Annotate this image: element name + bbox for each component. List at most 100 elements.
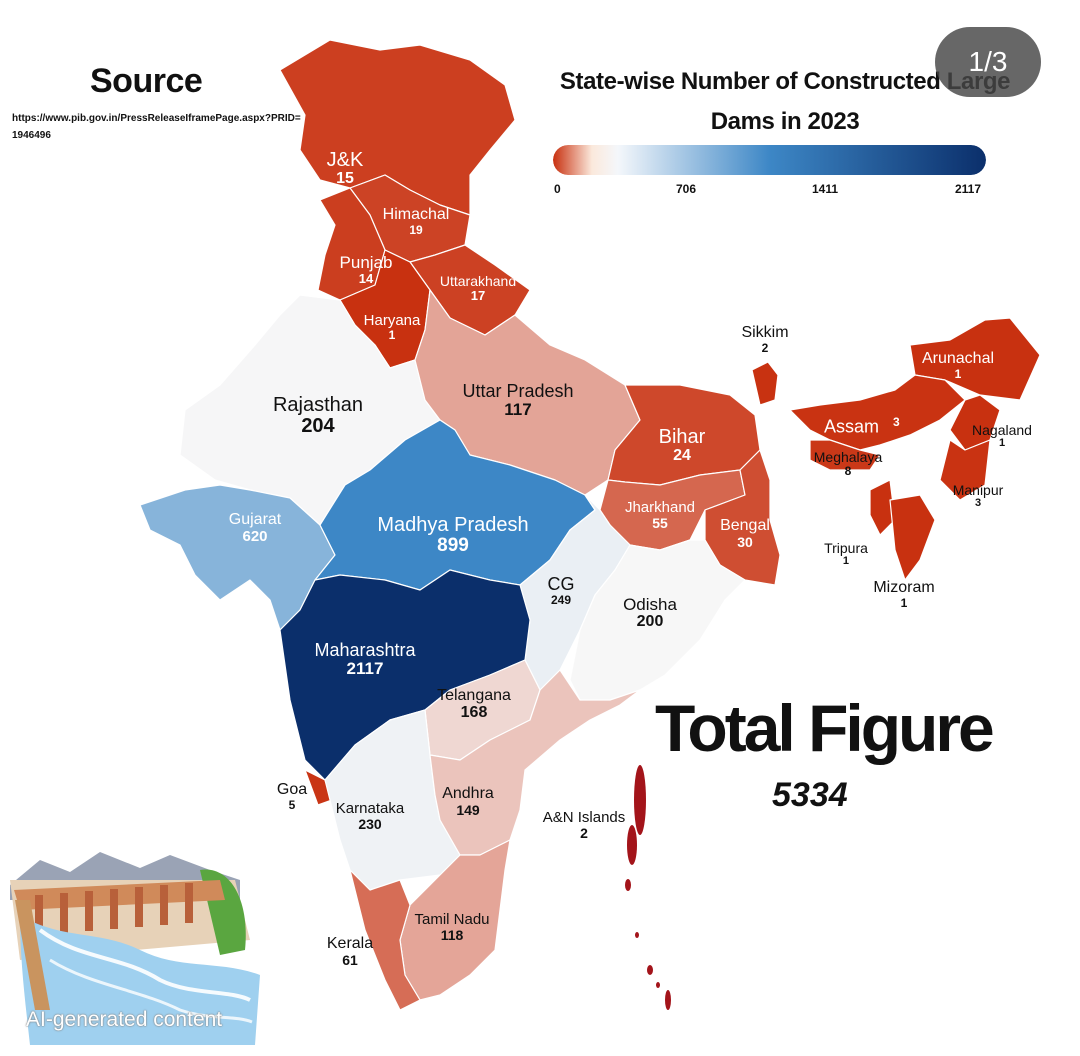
state-value-j-k: 15: [336, 170, 354, 187]
state-name-goa: Goa: [276, 781, 308, 798]
state-name-andhra: Andhra: [442, 785, 494, 802]
legend-tick-3: 1411: [812, 182, 839, 196]
state-value-manipur: 3: [974, 496, 982, 509]
state-name-cg: CG: [547, 574, 575, 594]
state-name-haryana: Haryana: [363, 312, 421, 329]
an-island-5: [656, 982, 660, 988]
state-name-kerala: Kerala: [326, 935, 374, 952]
state-name-nagaland: Nagaland: [972, 422, 1032, 438]
state-bengal[interactable]: [704, 449, 781, 586]
state-name-meghalaya: Meghalaya: [813, 449, 883, 465]
state-meghalaya[interactable]: [809, 439, 881, 471]
state-name-assam: Assam: [824, 416, 880, 437]
label-assam: Assam 3: [824, 416, 900, 437]
state-kerala[interactable]: [349, 869, 421, 1011]
state-name-uttarakhand: Uttarakhand: [439, 273, 517, 289]
an-island-2: [625, 879, 631, 891]
total-label: Total Figure: [655, 691, 995, 765]
label-punjab: Punjab 14: [340, 254, 393, 285]
state-name-himachal: Himachal: [382, 206, 450, 223]
state-andhra[interactable]: [429, 669, 641, 856]
state-name-gujarat: Gujarat: [228, 511, 282, 528]
label-uttarakhand: Uttarakhand 17: [440, 274, 516, 302]
state-name-sikkim: Sikkim: [741, 324, 789, 341]
state-value-kerala: 61: [342, 951, 358, 968]
label-tripura: Tripura 1: [824, 541, 868, 567]
state-manipur[interactable]: [939, 439, 991, 501]
source-url[interactable]: https://www.pib.gov.in/PressReleaseIfram…: [12, 113, 301, 141]
source-title: Source: [90, 62, 203, 100]
total-value: 5334: [772, 776, 848, 814]
label-kerala: Kerala 61: [326, 935, 374, 968]
label-manipur: Manipur 3: [953, 483, 1004, 509]
state-assam[interactable]: [789, 374, 966, 451]
label-arunachal: Arunachal 1: [922, 350, 994, 381]
state-name-jharkhand: Jharkhand: [624, 499, 696, 516]
label-haryana: Haryana 1: [364, 313, 421, 341]
label-goa: Goa 5: [276, 781, 308, 811]
state-value-mizoram: 1: [900, 595, 908, 610]
label-tamil-nadu: Tamil Nadu 118: [414, 912, 489, 942]
state-value-tamil-nadu: 118: [440, 926, 464, 943]
an-island-6: [665, 990, 671, 1010]
state-value-a-n-islands: 2: [580, 824, 588, 841]
state-value-bengal: 30: [737, 533, 753, 550]
label-himachal: Himachal 19: [382, 206, 450, 237]
state-mizoram[interactable]: [889, 494, 936, 581]
ai-generated-watermark: AI-generated content: [26, 1008, 223, 1031]
state-sikkim[interactable]: [751, 361, 779, 406]
state-value-andhra: 149: [456, 801, 480, 818]
label-nagaland: Nagaland 1: [972, 423, 1032, 449]
label-uttar-pradesh: Uttar Pradesh 117: [462, 382, 573, 419]
state-value-gujarat: 620: [242, 527, 268, 545]
state-name-mizoram: Mizoram: [873, 579, 935, 596]
legend-tick-max: 2117: [955, 182, 982, 196]
state-name-tamil-nadu: Tamil Nadu: [414, 911, 490, 928]
label-maharashtra: Maharashtra 2117: [314, 641, 415, 678]
state-value-assam: 3: [893, 415, 900, 429]
legend-tick-2: 706: [676, 182, 697, 196]
state-value-karnataka: 230: [358, 815, 382, 832]
label-sikkim: Sikkim 2: [741, 324, 789, 355]
state-value-arunachal: 1: [954, 366, 962, 381]
state-name-rajasthan: Rajasthan: [272, 394, 364, 416]
state-name-tripura: Tripura: [824, 540, 868, 556]
label-mizoram: Mizoram 1: [873, 579, 935, 610]
state-value-sikkim: 2: [761, 340, 769, 355]
state-tripura[interactable]: [869, 479, 896, 536]
label-gujarat: Gujarat 620: [228, 511, 282, 545]
state-value-haryana: 1: [388, 327, 396, 342]
state-j-k[interactable]: [279, 39, 516, 216]
state-name-manipur: Manipur: [952, 482, 1004, 498]
state-value-madhya-pradesh: 899: [437, 535, 469, 556]
state-value-uttar-pradesh: 117: [504, 399, 532, 419]
state-odisha[interactable]: [569, 539, 746, 701]
state-name-bengal: Bengal: [720, 517, 770, 534]
label-a-n-islands: A&N Islands 2: [543, 810, 626, 840]
state-value-odisha: 200: [636, 612, 664, 630]
state-name-bihar: Bihar: [658, 426, 706, 448]
state-value-punjab: 14: [358, 270, 374, 286]
an-island-4: [647, 965, 653, 975]
state-name-maharashtra: Maharashtra: [314, 640, 416, 660]
state-value-himachal: 19: [409, 222, 423, 237]
state-value-jharkhand: 55: [652, 514, 668, 531]
an-island-3: [635, 932, 639, 938]
state-value-uttarakhand: 17: [470, 287, 486, 303]
state-value-cg: 249: [550, 592, 572, 607]
state-name-a-n-islands: A&N Islands: [542, 809, 626, 826]
state-value-nagaland: 1: [998, 436, 1006, 449]
label-andhra: Andhra 149: [442, 785, 494, 818]
label-cg: CG 249: [548, 575, 575, 606]
page-indicator[interactable]: 1/3: [935, 27, 1041, 97]
state-value-meghalaya: 8: [844, 463, 852, 478]
color-scale-bar: [553, 145, 986, 175]
state-name-uttar-pradesh: Uttar Pradesh: [462, 381, 574, 401]
an-island-0: [634, 765, 646, 835]
state-value-maharashtra: 2117: [346, 658, 384, 678]
legend-tick-min: 0: [554, 182, 561, 196]
label-j-k: J&K 15: [327, 150, 364, 188]
label-bengal: Bengal 30: [720, 517, 770, 550]
label-odisha: Odisha 200: [623, 596, 677, 631]
